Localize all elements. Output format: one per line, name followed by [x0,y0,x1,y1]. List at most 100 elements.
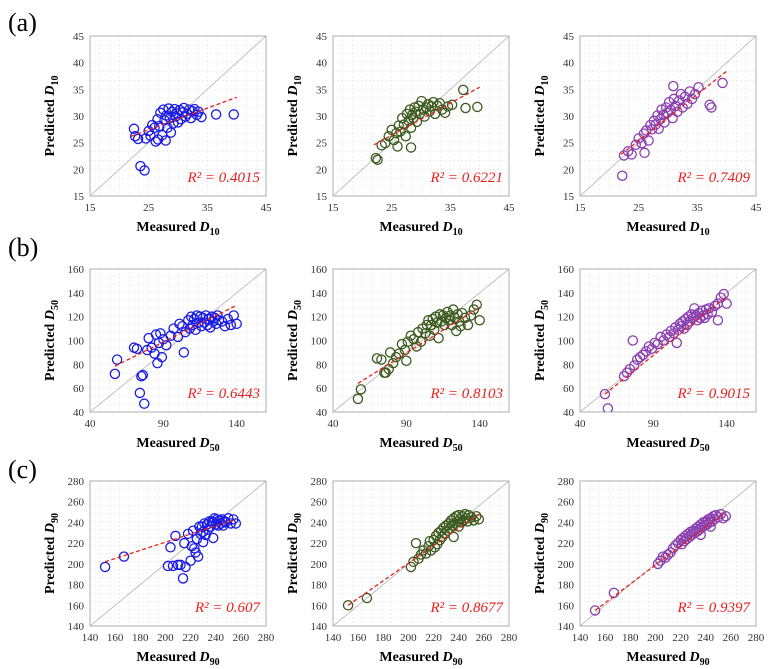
data-point [630,139,641,151]
x-tick-label: 240 [450,632,467,644]
plot-frame-b1 [89,268,267,413]
data-point [159,115,170,126]
data-point [196,111,207,123]
panel-c3: 140 160 180 200 220 240 260 280 140 160 180 200 220 2… [533,476,765,668]
data-point [134,387,146,399]
y-tick-label: 25 [73,138,85,150]
data-point [152,134,164,145]
data-point [131,343,143,355]
points-c1 [99,513,242,584]
y-tick-label: 200 [558,559,575,571]
data-point [189,543,200,554]
x-tick-label: 40 [85,418,97,430]
x-tick-label: 240 [697,632,714,644]
data-point [658,335,669,346]
y-tick-label: 280 [68,476,85,488]
data-point [197,536,209,548]
y-tick-label: 160 [558,264,575,276]
data-point [172,117,184,128]
y-axis-title-c1: Predicted D90 [43,513,61,594]
x-tick-label: 180 [622,632,639,644]
points-a3 [616,77,728,181]
y-tick-label: 140 [558,288,575,300]
data-point [352,393,364,405]
x-tick-label: 180 [132,632,149,644]
y-tick-label: 40 [563,407,575,419]
plot-frame-c3 [579,480,757,627]
data-point [629,360,640,371]
fit-line-b1 [114,304,237,367]
points-b3 [599,288,732,412]
y-tick-label: 20 [563,164,575,176]
y-tick-label: 240 [68,517,85,529]
y-tick-label: 260 [558,497,575,509]
data-point [448,531,459,543]
fit-line-a3 [620,70,728,155]
y-tick-label: 20 [73,164,85,176]
fit-line-c2 [347,513,480,606]
identity-line-b1 [90,269,266,412]
x-tick-label: 45 [261,202,273,214]
x-tick-label: 180 [375,632,392,644]
x-tick-label: 40 [328,418,340,430]
x-tick-label: 35 [692,202,704,214]
data-point [457,84,469,96]
data-point [225,319,237,331]
points-b2 [352,299,485,405]
y-tick-label: 25 [316,138,328,150]
r2-label-a3: R² = 0.7409 [676,170,750,186]
panel-a1: 15 25 35 45 15 20 25 30 35 40 45 Measured D10 Predic… [43,31,272,238]
data-point [177,573,189,584]
data-point [192,551,204,562]
y-tick-label: 15 [73,191,85,203]
data-point [459,312,471,324]
data-point [637,349,649,361]
data-point [146,342,157,353]
y-tick-label: 100 [68,336,85,348]
x-axis-title-a2: Measured D10 [379,220,462,238]
data-point [402,336,414,347]
x-tick-label: 140 [572,632,589,644]
data-point [165,542,176,553]
data-point [709,300,721,312]
data-point [222,313,234,325]
x-tick-label: 280 [258,632,275,644]
data-point [150,136,161,147]
y-tick-label: 60 [73,383,85,395]
data-point [219,320,231,332]
x-tick-label: 280 [748,632,765,644]
row-label-a: (a) [8,8,37,37]
data-point [721,298,732,309]
fit-line-c1 [104,518,237,563]
x-tick-label: 45 [751,202,763,214]
data-point [384,347,396,358]
data-point [453,521,464,532]
x-axis-title-a3: Measured D10 [626,220,709,238]
x-tick-label: 220 [672,632,689,644]
y-tick-label: 120 [68,312,85,324]
data-point [387,357,399,369]
plot-frame-b2 [332,268,510,413]
x-tick-label: 140 [718,418,735,430]
panel-b3: 40 90 140 40 60 80 100 120 140 160 Measured D50 Pre… [533,264,757,454]
x-tick-label: 25 [633,202,645,214]
data-point [153,120,165,132]
y-tick-label: 260 [68,497,85,509]
y-tick-label: 160 [311,264,328,276]
points-c2 [342,508,485,611]
x-tick-label: 140 [82,632,99,644]
y-tick-label: 200 [311,559,328,571]
data-point [602,403,614,412]
y-axis-title-c2: Predicted D90 [286,513,304,594]
data-point [400,131,411,142]
points-a1 [128,102,239,176]
data-point [390,351,402,363]
data-point [207,532,219,544]
y-tick-label: 60 [316,383,328,395]
data-point [216,514,228,525]
data-point [668,80,679,92]
data-point [712,314,724,326]
plot-frame-c1 [89,480,267,627]
data-point [205,322,216,333]
identity-line-c1 [90,481,266,626]
